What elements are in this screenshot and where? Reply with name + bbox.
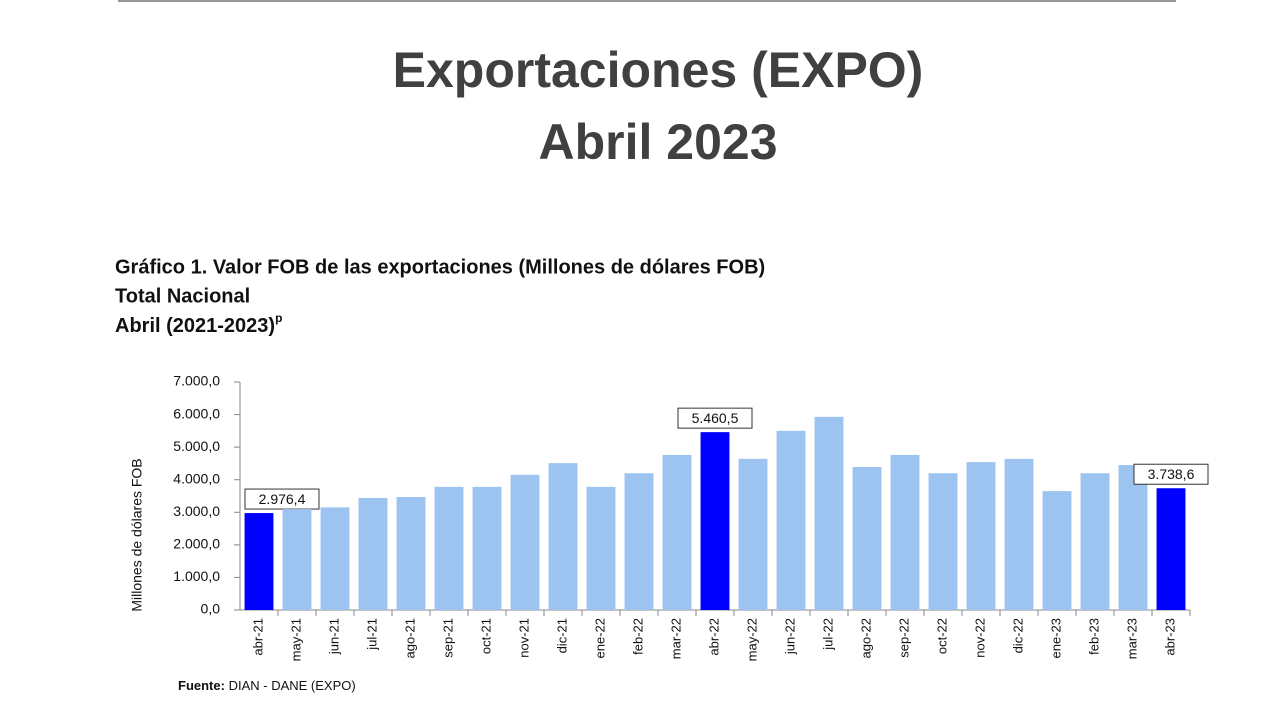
chart-subtitle: Abril (2021-2023)p [115, 311, 282, 337]
y-axis-label: Millones de dólares FOB [129, 458, 145, 611]
x-tick-label: oct-21 [478, 618, 493, 654]
x-tick-label: ene-22 [592, 618, 607, 658]
y-tick-label: 0,0 [201, 601, 221, 617]
bar [1118, 465, 1148, 610]
bar [472, 486, 502, 610]
x-tick-label: feb-22 [630, 618, 645, 655]
x-tick-label: abr-23 [1162, 618, 1177, 656]
x-tick-label: may-22 [744, 618, 759, 661]
bar [776, 430, 806, 610]
chart-title: Gráfico 1. Valor FOB de las exportacione… [115, 256, 765, 278]
value-label: 2.976,4 [259, 491, 306, 507]
x-tick-label: mar-23 [1124, 618, 1139, 659]
value-label: 3.738,6 [1148, 466, 1195, 482]
x-tick-label: nov-21 [516, 618, 531, 658]
y-tick-label: 4.000,0 [173, 470, 220, 486]
x-tick-label: abr-21 [250, 618, 265, 656]
bar [624, 473, 654, 610]
bar [662, 454, 692, 610]
source: Fuente: DIAN - DANE (EXPO) [178, 678, 356, 693]
y-tick-label: 7.000,0 [173, 373, 220, 389]
superscript: p [275, 311, 282, 325]
x-tick-label: oct-22 [934, 618, 949, 654]
value-label: 5.460,5 [692, 410, 739, 426]
page-title: Abril 2023 [538, 114, 777, 170]
bar [814, 416, 844, 610]
bar [586, 486, 616, 610]
x-tick-label: jun-22 [782, 618, 797, 655]
x-tick-label: jul-22 [820, 618, 835, 651]
bar [396, 496, 426, 610]
subtitle-text: Abril (2021-2023) [115, 315, 275, 337]
source-label: Fuente: [178, 678, 225, 693]
bar [320, 507, 350, 610]
x-tick-label: dic-22 [1010, 618, 1025, 653]
bar [1004, 458, 1034, 610]
page-title: Exportaciones (EXPO) [393, 42, 924, 98]
x-tick-label: abr-22 [706, 618, 721, 656]
y-tick-label: 6.000,0 [173, 405, 220, 421]
x-tick-label: ago-21 [402, 618, 417, 658]
bar [1156, 488, 1186, 610]
bar [966, 462, 996, 610]
bar [1042, 491, 1072, 610]
x-tick-label: jun-21 [326, 618, 341, 655]
y-tick-label: 1.000,0 [173, 568, 220, 584]
bar [244, 513, 274, 610]
x-tick-label: feb-23 [1086, 618, 1101, 655]
bar [928, 473, 958, 610]
bar [700, 432, 730, 610]
value-label-box [1133, 463, 1209, 485]
x-tick-label: ago-22 [858, 618, 873, 658]
bar [890, 454, 920, 610]
bar [510, 474, 540, 610]
x-tick-label: sep-22 [896, 618, 911, 658]
source-text: DIAN - DANE (EXPO) [229, 678, 356, 693]
y-tick-label: 5.000,0 [173, 438, 220, 454]
x-tick-label: dic-21 [554, 618, 569, 653]
bar [358, 497, 388, 610]
y-tick-label: 3.000,0 [173, 503, 220, 519]
x-tick-label: sep-21 [440, 618, 455, 658]
value-label-box [244, 488, 320, 510]
bar [1080, 473, 1110, 610]
value-label-box [677, 407, 753, 429]
y-tick-label: 2.000,0 [173, 536, 220, 552]
x-tick-label: ene-23 [1048, 618, 1063, 658]
chart-subtitle: Total Nacional [115, 285, 250, 307]
bar [852, 467, 882, 610]
bar [738, 458, 768, 610]
bar [434, 486, 464, 610]
x-tick-label: may-21 [288, 618, 303, 661]
x-tick-label: mar-22 [668, 618, 683, 659]
bar [282, 509, 312, 610]
bar [548, 463, 578, 610]
x-tick-label: jul-21 [364, 618, 379, 651]
x-tick-label: nov-22 [972, 618, 987, 658]
